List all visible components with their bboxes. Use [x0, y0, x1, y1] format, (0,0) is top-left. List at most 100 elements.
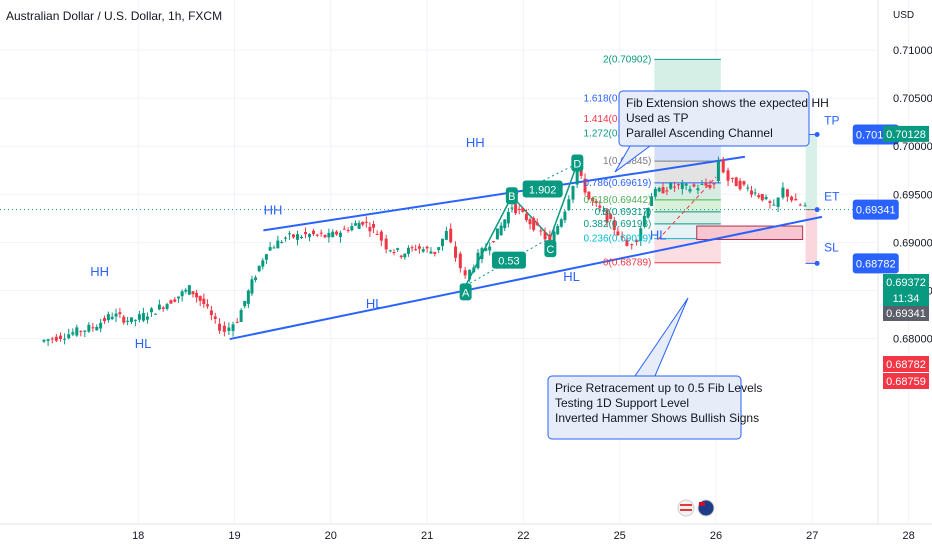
candle-body	[468, 269, 472, 280]
candle-body	[133, 319, 137, 321]
candle	[311, 228, 315, 237]
candle-body	[548, 234, 552, 241]
candle-body	[463, 270, 467, 276]
candle-body	[716, 161, 720, 182]
position-handle[interactable]	[814, 207, 820, 213]
candle-body	[58, 335, 62, 339]
candle-body	[75, 327, 79, 336]
candle-body	[338, 232, 342, 238]
fib-ret-label: 0.618(0.69442)	[584, 195, 652, 206]
candle	[331, 229, 335, 238]
candle-body	[499, 225, 503, 236]
candle	[280, 240, 284, 244]
candle-body	[364, 221, 368, 223]
candle	[410, 245, 414, 252]
candle	[790, 195, 794, 203]
pattern-ratio-badge	[491, 251, 526, 269]
candle	[180, 289, 184, 302]
candle	[218, 318, 222, 334]
candle-body	[350, 226, 354, 231]
candle	[764, 194, 768, 201]
us-flag-icon[interactable]	[677, 499, 695, 517]
candle	[291, 233, 295, 239]
candle-body	[776, 197, 780, 207]
candle	[335, 230, 339, 236]
candle	[83, 330, 87, 338]
candle-body	[798, 204, 802, 206]
candle-body	[261, 260, 265, 267]
candle-body	[118, 312, 122, 315]
pattern-point-badge	[571, 154, 584, 172]
candle-body	[488, 246, 492, 251]
candle-body	[379, 231, 383, 241]
callout-2[interactable]: Price Retracement up to 0.5 Fib LevelsTe…	[547, 297, 762, 440]
candle	[246, 289, 250, 309]
candle	[149, 307, 153, 317]
candle	[118, 307, 122, 318]
candle	[364, 216, 368, 228]
candle	[484, 243, 488, 252]
candle-body	[231, 324, 235, 331]
position-handle[interactable]	[814, 131, 820, 137]
candle	[688, 185, 692, 194]
candle-body	[149, 308, 153, 313]
candle	[594, 198, 598, 207]
channel-trendline[interactable]	[263, 155, 746, 232]
candle-body	[264, 254, 268, 260]
candle	[444, 226, 448, 241]
candle-body	[449, 228, 453, 243]
candle-body	[272, 247, 276, 249]
candle-body	[137, 314, 141, 320]
candle	[319, 229, 323, 237]
candle	[665, 187, 669, 196]
candle-body	[535, 222, 539, 225]
candle-body	[506, 212, 510, 224]
position-handle[interactable]	[814, 260, 820, 266]
candle-body	[712, 183, 716, 185]
candle	[639, 225, 643, 247]
candle	[102, 315, 106, 324]
candle	[67, 328, 71, 340]
candle-body	[587, 191, 591, 200]
price-tag-text: 0.70128	[886, 129, 926, 141]
stop-loss-zone	[805, 209, 818, 264]
position-sl-label: SL	[824, 240, 839, 254]
candle-body	[315, 234, 319, 236]
candle-body	[657, 187, 661, 192]
candle	[153, 313, 157, 315]
candle-body	[180, 291, 184, 297]
candle-body	[635, 240, 639, 242]
candle-body	[295, 234, 299, 240]
candle-body	[563, 211, 567, 221]
candle-body	[83, 330, 87, 332]
candle-body	[510, 207, 514, 209]
x-tick-label: 22	[517, 530, 529, 542]
candle	[184, 288, 188, 294]
candle	[673, 181, 677, 192]
candle-body	[579, 167, 583, 176]
candle	[712, 182, 716, 189]
candle-body	[99, 322, 103, 329]
x-tick-label: 19	[228, 530, 240, 542]
candle	[605, 208, 609, 227]
candle-body	[388, 250, 392, 252]
candle-body	[639, 228, 643, 241]
candle-body	[567, 199, 571, 211]
candle-body	[454, 246, 458, 258]
callout-1[interactable]: Fib Extension shows the expected HHUsed …	[614, 90, 829, 173]
callout-line: Used as TP	[626, 111, 688, 125]
candle-body	[781, 187, 785, 198]
callout-box	[618, 90, 810, 147]
candle	[760, 193, 764, 202]
candle	[803, 202, 807, 207]
pattern-point-label: B	[508, 191, 515, 203]
candle	[284, 236, 288, 242]
channel-trendline[interactable]	[229, 215, 823, 341]
candle-body	[114, 313, 118, 317]
candle	[563, 210, 567, 224]
candle-body	[396, 248, 400, 250]
candle	[50, 336, 54, 344]
candle	[399, 254, 403, 259]
candle-body	[601, 210, 605, 212]
